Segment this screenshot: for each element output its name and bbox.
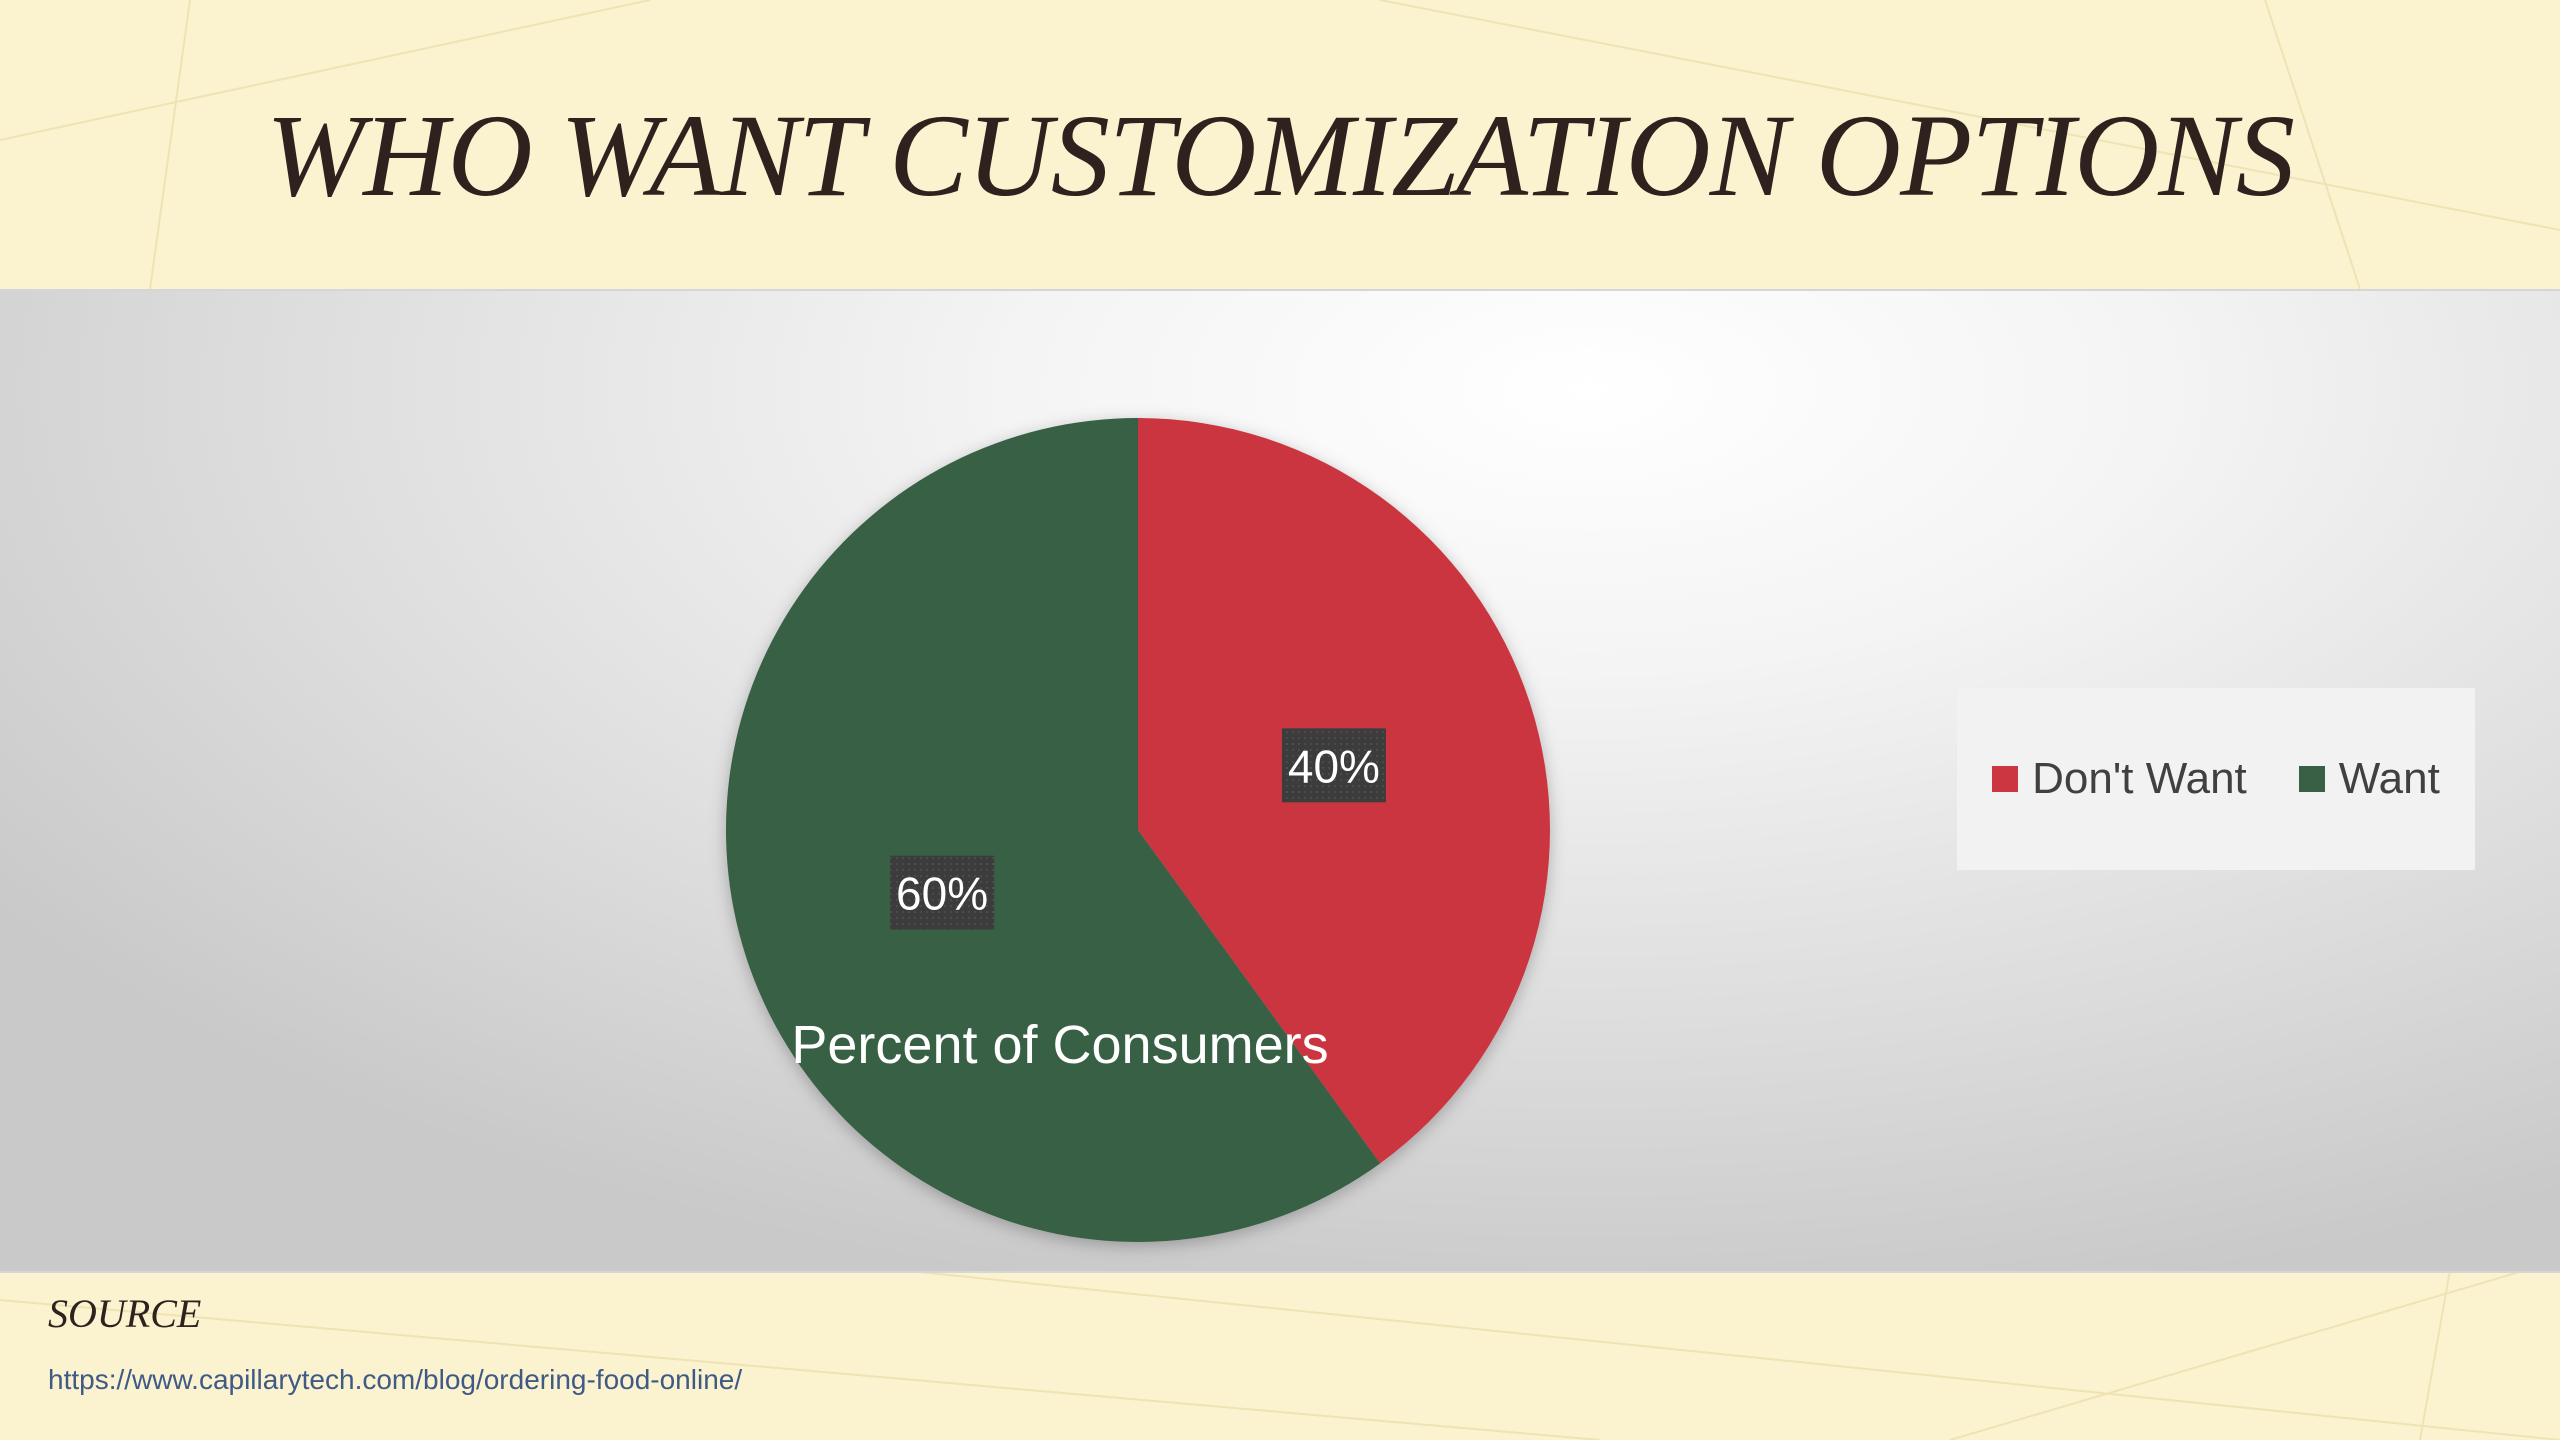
chart-area: 40% 60% Percent of Consumers Don't Want W… [0, 289, 2560, 1273]
slide-title: WHO WANT CUSTOMIZATION OPTIONS [265, 90, 2295, 221]
data-label-want: 60% [890, 855, 995, 930]
data-label-text: 40% [1288, 740, 1380, 792]
data-label-box [1281, 728, 1386, 803]
data-label-text: 60% [896, 868, 988, 920]
data-label-box [890, 855, 995, 930]
chart-legend: Don't Want Want [1957, 688, 2475, 870]
legend-label: Want [2338, 754, 2440, 803]
pie-slice-want [725, 417, 1381, 1242]
source-link[interactable]: https://www.capillarytech.com/blog/order… [48, 1364, 743, 1395]
legend-item-dont-want: Don't Want [1992, 754, 2247, 804]
legend-swatch-dont-want [1992, 766, 2019, 792]
legend-item-want: Want [2298, 754, 2440, 804]
pie-chart: 40% 60% Percent of Consumers [725, 417, 1550, 1242]
source-label: SOURCE [48, 1291, 202, 1336]
pie-title: Percent of Consumers [791, 1015, 1328, 1075]
legend-label: Don't Want [2032, 754, 2247, 803]
legend-swatch-want [2298, 766, 2325, 792]
data-label-don-t-want: 40% [1281, 728, 1386, 803]
